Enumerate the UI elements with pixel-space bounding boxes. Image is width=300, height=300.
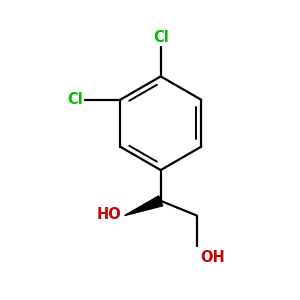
Text: OH: OH (200, 250, 225, 265)
Text: HO: HO (97, 207, 122, 222)
Text: Cl: Cl (153, 30, 169, 45)
Polygon shape (124, 196, 163, 216)
Text: Cl: Cl (68, 92, 83, 107)
